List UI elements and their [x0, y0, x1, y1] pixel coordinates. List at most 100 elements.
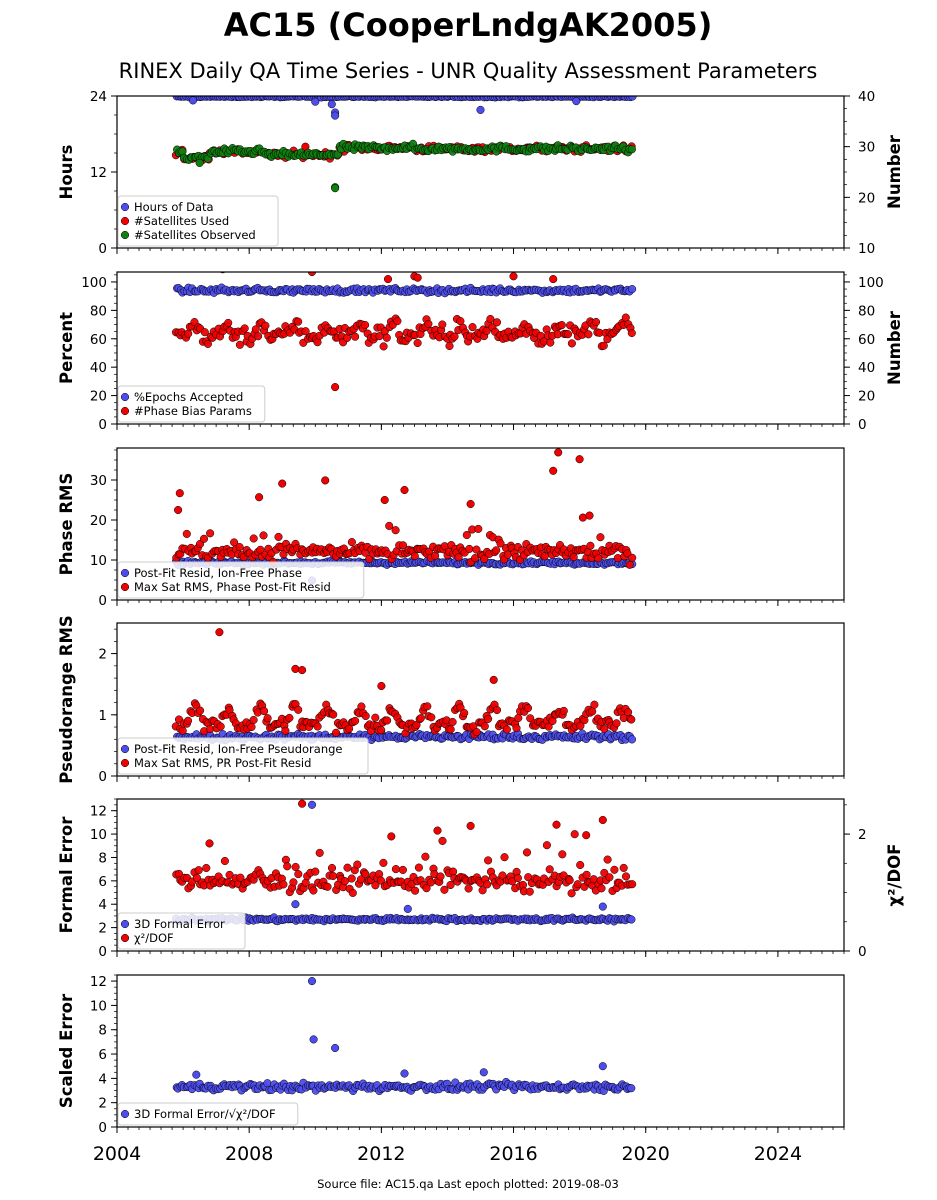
data-point	[206, 529, 215, 538]
legend-box	[117, 1102, 299, 1126]
data-point	[546, 338, 555, 347]
y-right-axis-label: χ²/DOF	[885, 844, 904, 907]
data-point	[545, 865, 554, 874]
data-point	[468, 323, 477, 332]
legend-box	[117, 385, 266, 423]
data-point	[627, 915, 636, 924]
data-point	[391, 526, 400, 535]
x-tick-label: 2024	[754, 1143, 802, 1165]
data-point	[454, 553, 463, 562]
x-ticks	[116, 600, 845, 606]
outlier-point	[552, 820, 561, 829]
outlier-point	[174, 505, 183, 515]
data-point	[612, 719, 621, 728]
data-point	[331, 728, 341, 737]
data-point	[486, 314, 495, 324]
legend-label: Post-Fit Resid, Ion-Free Phase	[134, 566, 302, 580]
x-tick-label: 2004	[93, 1143, 141, 1165]
data-point	[291, 862, 300, 872]
plot-frame	[116, 447, 845, 601]
figure-subtitle: RINEX Daily QA Time Series - UNR Quality…	[119, 59, 818, 83]
x-ticks	[116, 776, 845, 782]
data-points	[171, 272, 637, 392]
data-point	[500, 853, 509, 862]
x-tick-label: 2020	[622, 1143, 670, 1165]
outlier-point	[554, 448, 563, 457]
y-right-tick-label: 20	[858, 389, 875, 405]
y-tick-label: 0	[98, 769, 107, 785]
data-point	[478, 886, 487, 895]
data-point	[483, 880, 492, 889]
outlier-point	[413, 273, 422, 282]
data-point	[576, 860, 585, 870]
legend-label: 3D Formal Error/√χ²/DOF	[134, 1107, 276, 1121]
outlier-point	[575, 455, 584, 464]
y-tick-label: 1	[98, 708, 107, 724]
y-ticks-left: 0 10 20 30	[90, 449, 117, 609]
data-point	[343, 863, 352, 872]
y-right-tick-label: 30	[858, 140, 875, 156]
data-point	[376, 876, 385, 885]
data-point	[438, 836, 447, 845]
data-point	[619, 863, 628, 872]
y-right-tick-label: 0	[858, 417, 867, 433]
data-point	[426, 878, 435, 887]
data-point	[254, 332, 263, 341]
y-right-tick-label: 100	[858, 275, 884, 291]
data-point	[440, 885, 449, 894]
data-point	[586, 541, 595, 550]
legend: 3D Formal Error/√χ²/DOF	[117, 1102, 299, 1126]
y-right-tick-label: 0	[858, 944, 867, 960]
data-points	[172, 977, 636, 1096]
data-point	[414, 863, 423, 872]
data-point	[351, 716, 360, 725]
y-tick-label: 4	[98, 1071, 107, 1087]
outlier-point	[479, 1068, 488, 1077]
series-red	[172, 799, 637, 898]
data-point	[438, 320, 447, 329]
outlier-point	[291, 900, 300, 909]
data-point	[309, 886, 318, 895]
data-point	[340, 877, 349, 886]
data-point	[371, 713, 380, 722]
y-ticks-right: 10 20 30 40	[844, 89, 875, 257]
outlier-point	[598, 902, 607, 911]
data-point	[398, 541, 408, 550]
legend-box	[117, 737, 369, 775]
plot-frame	[116, 974, 845, 1128]
outlier-point	[400, 1069, 409, 1078]
data-point	[565, 876, 574, 885]
y-right-axis-label: Number	[885, 310, 904, 385]
data-point	[183, 716, 193, 725]
data-point	[563, 330, 573, 339]
data-point	[627, 735, 637, 744]
data-point	[567, 339, 576, 348]
data-point	[351, 332, 360, 341]
data-point	[393, 317, 402, 326]
legend-label: Max Sat RMS, PR Post-Fit Resid	[134, 756, 311, 770]
data-point	[472, 728, 481, 737]
data-point	[436, 872, 445, 881]
data-point	[627, 715, 636, 724]
outlier-point	[331, 383, 340, 392]
data-point	[347, 538, 356, 547]
panel-6: 0 2 4 6 8 10 12 Scaled Error 3D Formal Error/√χ²…	[57, 974, 845, 1136]
series-green	[173, 139, 636, 193]
data-point	[182, 529, 191, 538]
data-point	[625, 560, 634, 569]
data-point	[329, 710, 338, 719]
y-tick-label: 20	[90, 389, 107, 405]
data-point	[446, 725, 455, 734]
data-point	[514, 713, 523, 723]
y-tick-label: 100	[81, 275, 107, 291]
data-point	[348, 888, 357, 897]
x-tick-label: 2016	[489, 1143, 537, 1165]
data-point	[446, 880, 455, 890]
data-point	[200, 328, 209, 337]
data-point	[247, 722, 256, 732]
outlier-point	[278, 479, 287, 488]
outlier-point	[489, 675, 498, 684]
data-point	[313, 722, 322, 731]
y-tick-label: 0	[98, 593, 107, 609]
